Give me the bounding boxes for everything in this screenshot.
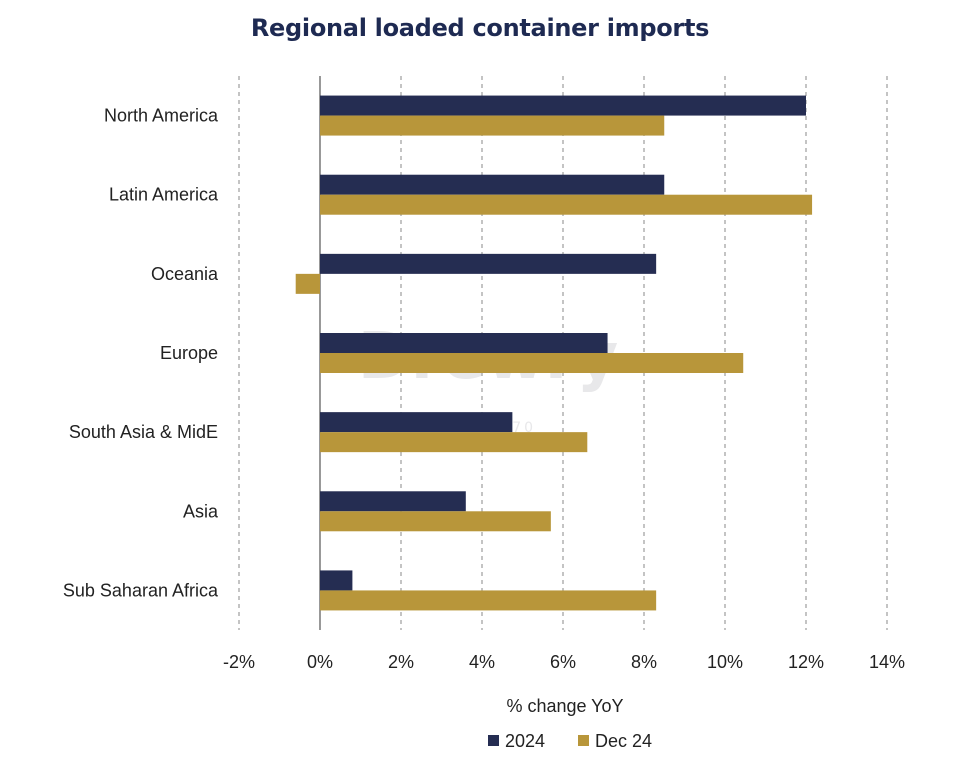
- legend: 2024 Dec 24: [488, 731, 652, 751]
- category-label: Latin America: [109, 185, 219, 205]
- legend-label: 2024: [505, 731, 545, 751]
- bar-series-2024: [320, 333, 608, 353]
- x-tick-label: 2%: [388, 652, 414, 672]
- category-label: South Asia & MidE: [69, 422, 218, 442]
- bar-series-dec24: [320, 432, 588, 453]
- category-label: Europe: [160, 343, 218, 363]
- x-tick-label: 0%: [307, 652, 333, 672]
- chart-title: Regional loaded container imports: [250, 14, 710, 42]
- bar-series-2024: [320, 570, 353, 591]
- bar-series-dec24: [320, 353, 744, 373]
- bar-series-dec24: [295, 273, 320, 294]
- bar-series-2024: [320, 491, 466, 512]
- legend-label: Dec 24: [595, 731, 652, 751]
- x-tick-labels: -2% 0% 2% 4% 6% 8% 10% 12% 14%: [223, 652, 905, 672]
- legend-swatch: [488, 735, 499, 746]
- category-labels: North America Latin America Oceania Europe S…: [63, 106, 219, 601]
- bar-series-2024: [320, 95, 806, 116]
- bar-series-2024: [320, 253, 657, 274]
- bar-series-dec24: [320, 194, 813, 215]
- bar-series-2024: [320, 174, 665, 195]
- category-label: Asia: [183, 501, 219, 521]
- category-label: Sub Saharan Africa: [63, 580, 219, 600]
- bar-series-dec24: [320, 511, 551, 532]
- x-tick-label: 4%: [469, 652, 495, 672]
- x-tick-label: 14%: [869, 652, 905, 672]
- bar-series-dec24: [320, 590, 657, 611]
- x-tick-label: 12%: [788, 652, 824, 672]
- x-tick-label: 10%: [707, 652, 743, 672]
- x-tick-label: -2%: [223, 652, 255, 672]
- bar-series-dec24: [320, 115, 665, 136]
- x-tick-label: 8%: [631, 652, 657, 672]
- x-axis-title: % change YoY: [506, 696, 623, 716]
- x-tick-label: 6%: [550, 652, 576, 672]
- category-label: North America: [104, 106, 219, 126]
- bars: [295, 95, 813, 611]
- bar-series-2024: [320, 412, 513, 433]
- legend-swatch: [578, 735, 589, 746]
- category-label: Oceania: [151, 264, 219, 284]
